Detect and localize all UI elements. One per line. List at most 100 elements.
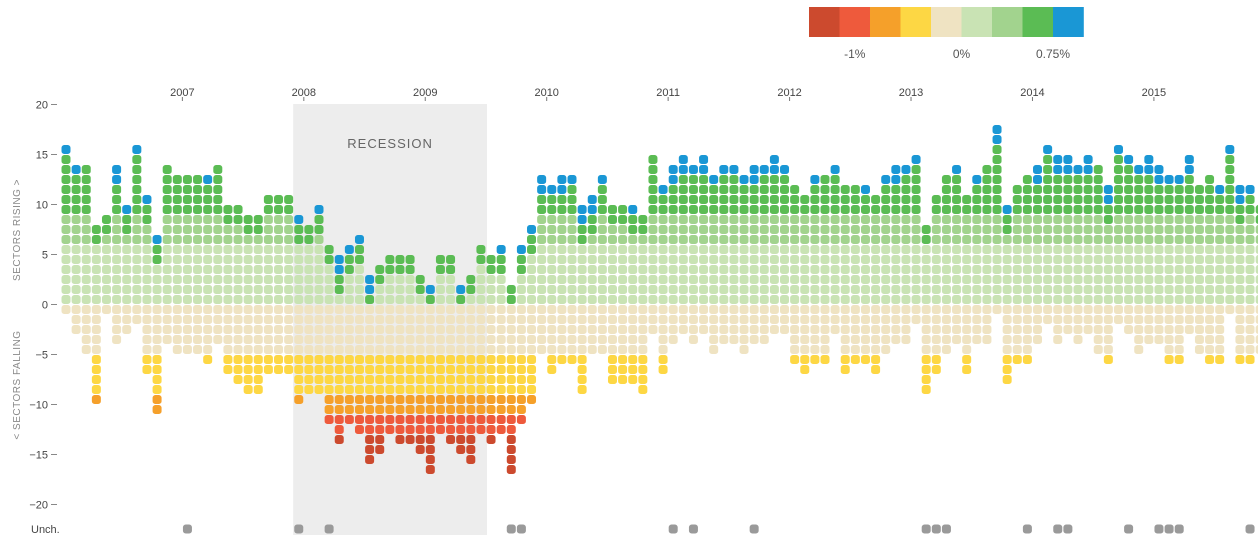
rising-dot — [699, 175, 709, 184]
rising-dot — [982, 215, 992, 224]
rising-dot — [81, 175, 91, 184]
falling-dot — [344, 405, 354, 414]
falling-dot — [395, 305, 405, 314]
falling-dot — [941, 335, 951, 344]
rising-dot — [354, 275, 364, 284]
falling-dot — [1205, 345, 1215, 354]
y-tick-label: 20 — [36, 100, 48, 112]
falling-dot — [628, 355, 638, 364]
rising-dot — [61, 175, 71, 184]
rising-dot — [628, 225, 638, 234]
rising-dot — [294, 285, 304, 294]
rising-dot — [891, 265, 901, 274]
rising-dot — [223, 275, 233, 284]
rising-dot — [547, 245, 557, 254]
rising-dot — [911, 255, 921, 264]
rising-dot — [668, 275, 678, 284]
rising-dot — [1144, 215, 1154, 224]
rising-dot — [1164, 215, 1174, 224]
rising-dot — [486, 275, 496, 284]
falling-dot — [678, 315, 688, 324]
falling-dot — [547, 315, 557, 324]
falling-dot — [557, 345, 567, 354]
rising-dot — [780, 295, 790, 304]
y-label-rising: SECTORS RISING > — [12, 179, 23, 281]
rising-dot — [1225, 245, 1235, 254]
rising-dot — [172, 285, 182, 294]
rising-dot — [1063, 245, 1073, 254]
falling-dot — [810, 315, 820, 324]
rising-dot — [547, 275, 557, 284]
rising-dot — [952, 275, 962, 284]
rising-dot — [972, 295, 982, 304]
rising-dot — [1033, 255, 1043, 264]
falling-dot — [921, 385, 931, 394]
falling-dot — [1103, 315, 1113, 324]
rising-dot — [931, 225, 941, 234]
rising-dot — [618, 255, 628, 264]
rising-dot — [516, 275, 526, 284]
rising-dot — [405, 295, 415, 304]
rising-dot — [911, 185, 921, 194]
falling-dot — [840, 335, 850, 344]
falling-dot — [780, 315, 790, 324]
falling-dot — [213, 335, 223, 344]
rising-dot — [243, 295, 253, 304]
rising-dot — [1083, 225, 1093, 234]
rising-dot — [1053, 255, 1063, 264]
rising-dot — [901, 175, 911, 184]
rising-dot — [203, 285, 213, 294]
falling-dot — [375, 405, 385, 414]
rising-dot — [780, 285, 790, 294]
rising-dot — [790, 295, 800, 304]
falling-dot — [1093, 305, 1103, 314]
falling-dot — [354, 325, 364, 334]
rising-dot — [1124, 175, 1134, 184]
rising-dot — [638, 275, 648, 284]
rising-dot — [678, 225, 688, 234]
rising-dot — [668, 285, 678, 294]
rising-dot — [537, 285, 547, 294]
rising-dot — [699, 185, 709, 194]
falling-dot — [334, 415, 344, 424]
falling-dot — [1002, 315, 1012, 324]
rising-dot — [203, 195, 213, 204]
falling-dot — [1063, 305, 1073, 314]
falling-dot — [1022, 315, 1032, 324]
rising-dot — [263, 205, 273, 214]
rising-dot — [1083, 195, 1093, 204]
rising-dot — [1235, 235, 1245, 244]
rising-dot — [506, 285, 516, 294]
rising-dot — [101, 215, 111, 224]
rising-dot — [547, 285, 557, 294]
falling-dot — [972, 315, 982, 324]
rising-dot — [1255, 225, 1258, 234]
rising-dot — [678, 195, 688, 204]
rising-dot — [769, 165, 779, 174]
falling-dot — [871, 355, 881, 364]
rising-dot — [61, 255, 71, 264]
rising-dot — [850, 225, 860, 234]
rising-dot — [901, 285, 911, 294]
rising-dot — [1053, 295, 1063, 304]
rising-dot — [466, 295, 476, 304]
falling-dot — [577, 315, 587, 324]
rising-dot — [577, 255, 587, 264]
rising-dot — [628, 295, 638, 304]
falling-dot — [810, 325, 820, 334]
rising-dot — [729, 245, 739, 254]
rising-dot — [1022, 175, 1032, 184]
rising-dot — [891, 285, 901, 294]
falling-dot — [91, 305, 101, 314]
rising-dot — [1184, 275, 1194, 284]
rising-dot — [506, 295, 516, 304]
rising-dot — [1184, 295, 1194, 304]
rising-dot — [253, 265, 263, 274]
rising-dot — [1083, 165, 1093, 174]
falling-dot — [496, 355, 506, 364]
rising-dot — [122, 285, 132, 294]
falling-dot — [294, 315, 304, 324]
falling-dot — [1053, 335, 1063, 344]
rising-dot — [314, 275, 324, 284]
falling-dot — [688, 325, 698, 334]
